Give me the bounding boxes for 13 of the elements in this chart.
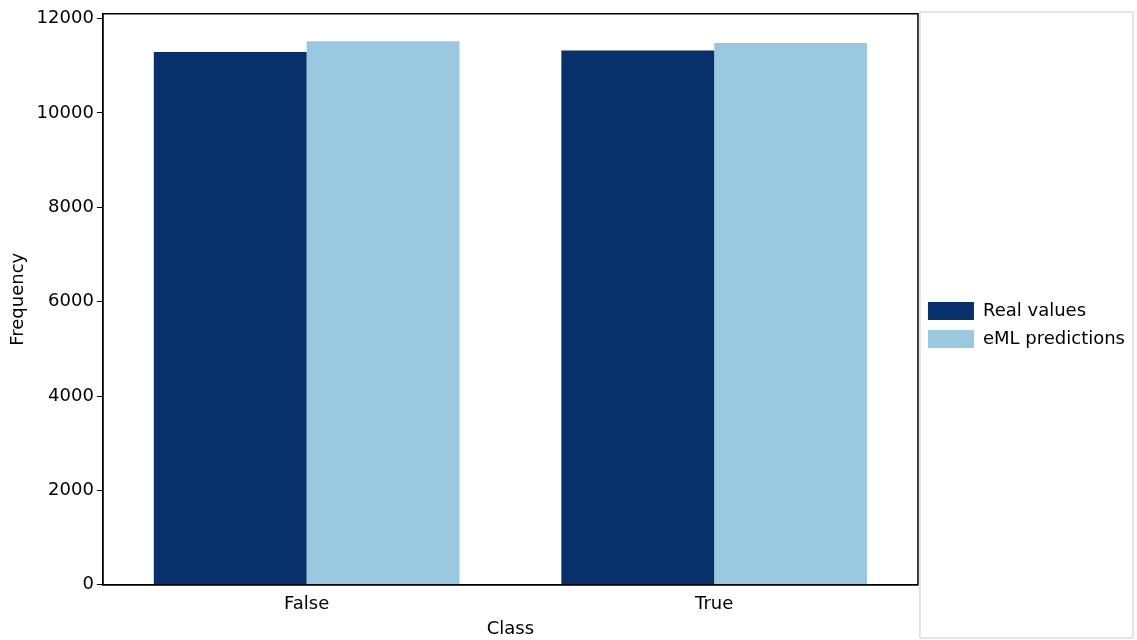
y-tick-label: 6000 [48,289,94,311]
x-tick-label: False [284,592,330,614]
y-tick-label: 0 [82,572,94,594]
y-tick-label: 12000 [36,6,94,28]
y-axis-title: Frequency [6,252,28,346]
x-axis-title: Class [486,616,535,638]
y-tick-label: 4000 [48,383,94,405]
y-tick-label: 10000 [36,100,94,122]
legend-label: eML predictions [982,326,1126,348]
y-tick-label: 2000 [48,478,94,500]
legend-label: Real values [982,298,1087,320]
y-tick-label: 8000 [48,194,94,216]
x-tick-label: True [694,592,734,614]
